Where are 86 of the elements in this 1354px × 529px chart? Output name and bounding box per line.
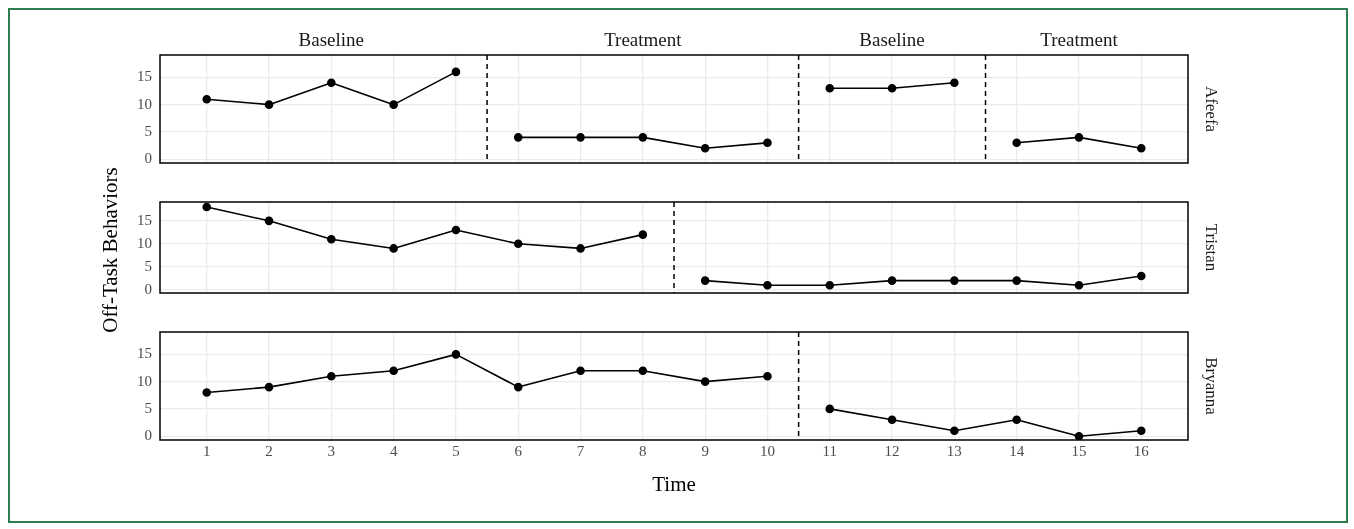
point xyxy=(1136,271,1146,281)
point xyxy=(389,244,398,253)
point xyxy=(327,78,336,88)
x-tick-label: 10 xyxy=(759,442,775,459)
point xyxy=(576,366,585,376)
x-tick-label: 12 xyxy=(884,442,900,459)
x-tick-label: 8 xyxy=(639,442,647,459)
point xyxy=(202,202,212,212)
point xyxy=(576,244,585,253)
point xyxy=(950,78,959,88)
point xyxy=(264,216,274,226)
point xyxy=(763,371,772,381)
x-tick-label: 4 xyxy=(389,442,398,459)
point xyxy=(264,382,274,392)
point xyxy=(451,350,461,359)
point xyxy=(513,382,523,392)
x-tick-label: 3 xyxy=(327,442,336,459)
point xyxy=(327,371,336,381)
point xyxy=(1074,280,1084,290)
text: Baseline xyxy=(859,28,925,50)
point xyxy=(327,234,336,244)
x-tick-label: 13 xyxy=(946,442,962,459)
point xyxy=(950,426,959,436)
point xyxy=(638,366,648,376)
x-axis-title: Time xyxy=(652,471,696,496)
y-tick-label: 0 xyxy=(144,427,152,444)
x-tick-label: 1 xyxy=(202,442,211,459)
point xyxy=(825,404,835,414)
frame: 0 5 10 15 Baseline Treatment Baseline Treatment Afeefa 0 5 10 15 Tristan Off-Task Behaviors Time 1 2 3 4 5 6 7 8 9 10 11 12 13 14 15 16 0 5 10 15 Bryanna xyxy=(8,8,1348,523)
point xyxy=(576,133,585,142)
point xyxy=(1012,415,1021,425)
y-axis-title: Off-Task Behaviors xyxy=(97,167,123,333)
y-tick-label: 10 xyxy=(137,95,152,112)
text: Treatment xyxy=(604,28,683,50)
text: Baseline xyxy=(298,28,365,50)
x-tick-label: 5 xyxy=(452,442,460,459)
y-tick-label: 10 xyxy=(137,234,152,251)
point xyxy=(763,280,772,290)
point xyxy=(1074,431,1084,440)
point xyxy=(887,83,897,93)
point xyxy=(451,67,461,77)
text: Treatment xyxy=(1040,28,1119,50)
point xyxy=(700,276,710,285)
text: Afeefa xyxy=(1201,85,1221,133)
point xyxy=(389,366,398,376)
point xyxy=(1074,133,1084,142)
x-tick-label: 16 xyxy=(1133,442,1150,459)
x-tick-label: 11 xyxy=(822,442,837,459)
point xyxy=(202,94,212,104)
x-tick-label: 9 xyxy=(701,442,709,459)
point xyxy=(638,133,648,142)
y-tick-label: 0 xyxy=(144,150,152,167)
point xyxy=(887,276,897,285)
point xyxy=(700,377,710,386)
y-tick-label: 0 xyxy=(144,280,152,297)
point xyxy=(202,388,212,397)
point xyxy=(451,225,461,235)
y-tick-label: 5 xyxy=(144,257,152,274)
y-tick-label: 15 xyxy=(137,345,152,362)
point xyxy=(638,230,648,239)
point xyxy=(700,143,710,153)
point xyxy=(264,100,274,109)
text: Bryanna xyxy=(1201,357,1221,416)
y-tick-label: 5 xyxy=(144,399,152,416)
point xyxy=(1012,138,1021,148)
x-tick-label: 6 xyxy=(514,442,523,459)
point xyxy=(1136,143,1146,153)
x-tick-label: 14 xyxy=(1009,442,1025,459)
point xyxy=(825,280,835,290)
x-tick-label: 15 xyxy=(1071,442,1087,459)
point xyxy=(1012,276,1021,285)
point xyxy=(887,415,897,425)
x-tick-label: 7 xyxy=(576,442,585,459)
point xyxy=(950,276,959,285)
point xyxy=(763,138,772,148)
y-tick-label: 15 xyxy=(137,211,152,228)
y-tick-label: 5 xyxy=(144,122,152,139)
x-tick-label: 2 xyxy=(265,442,273,459)
point xyxy=(825,83,835,93)
point xyxy=(1136,426,1146,436)
point xyxy=(513,239,523,249)
point xyxy=(513,133,523,142)
point xyxy=(389,100,398,109)
y-tick-label: 15 xyxy=(137,68,152,85)
text: Tristan xyxy=(1201,223,1221,272)
y-tick-label: 10 xyxy=(137,372,152,389)
